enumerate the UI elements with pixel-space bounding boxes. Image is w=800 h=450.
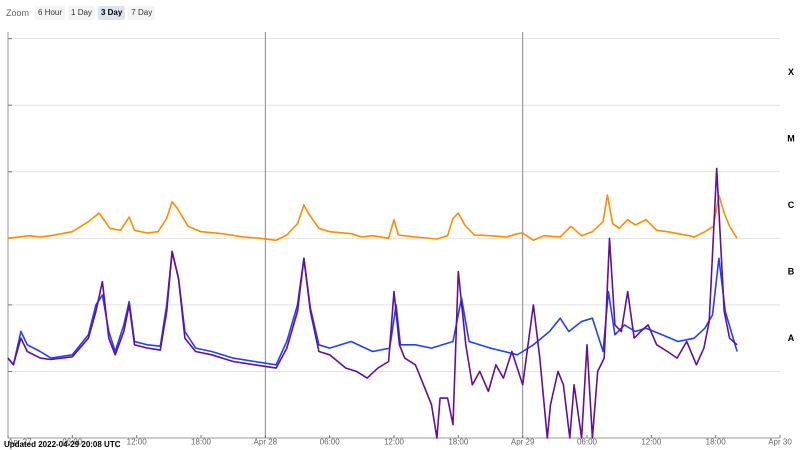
x-tick-label: 18:00 (191, 438, 212, 447)
x-tick-label: 06:00 (62, 438, 83, 447)
grid-lines (7, 32, 780, 439)
zoom-1-day-button[interactable]: 1 Day (68, 6, 95, 20)
flare-class-labels: X M C B A (787, 67, 795, 343)
x-tick-label: Apr 28 (254, 438, 278, 447)
x-tick-label: 12:00 (127, 438, 148, 447)
flare-class-label: A (788, 333, 795, 343)
x-tick-label: Apr 27 (8, 438, 32, 447)
x-tick-label: 06:00 (577, 438, 598, 447)
orange-flux-line (7, 194, 738, 242)
zoom-6-hour-button[interactable]: 6 Hour (35, 6, 66, 20)
flare-class-label: M (787, 133, 795, 143)
x-tick-label: 06:00 (320, 438, 341, 447)
x-tick-label: 12:00 (641, 438, 662, 447)
zoom-label: Zoom (6, 8, 30, 18)
zoom-bar: Zoom 6 Hour 1 Day 3 Day 7 Day (6, 5, 156, 21)
x-tick-label: 18:00 (448, 438, 469, 447)
x-tick-label: Apr 29 (511, 438, 535, 447)
flux-series (7, 167, 738, 439)
x-axis-ticks: Apr 27 06:00 12:00 18:00 Apr 28 06:00 12:00 18:… (7, 435, 792, 447)
flare-class-label: B (788, 267, 795, 277)
x-tick-label: 12:00 (384, 438, 405, 447)
zoom-3-day-button[interactable]: 3 Day (97, 6, 126, 20)
flare-class-label: X (788, 67, 794, 77)
x-tick-label: Apr 30 (768, 438, 792, 447)
blue-flux-line (7, 250, 738, 366)
x-tick-label: 18:00 (706, 438, 727, 447)
purple-flux-line (7, 167, 738, 439)
flare-class-label: C (788, 200, 795, 210)
updated-timestamp: Updated 2022-04-29 20:08 UTC (4, 440, 121, 449)
zoom-7-day-button[interactable]: 7 Day (128, 6, 156, 20)
